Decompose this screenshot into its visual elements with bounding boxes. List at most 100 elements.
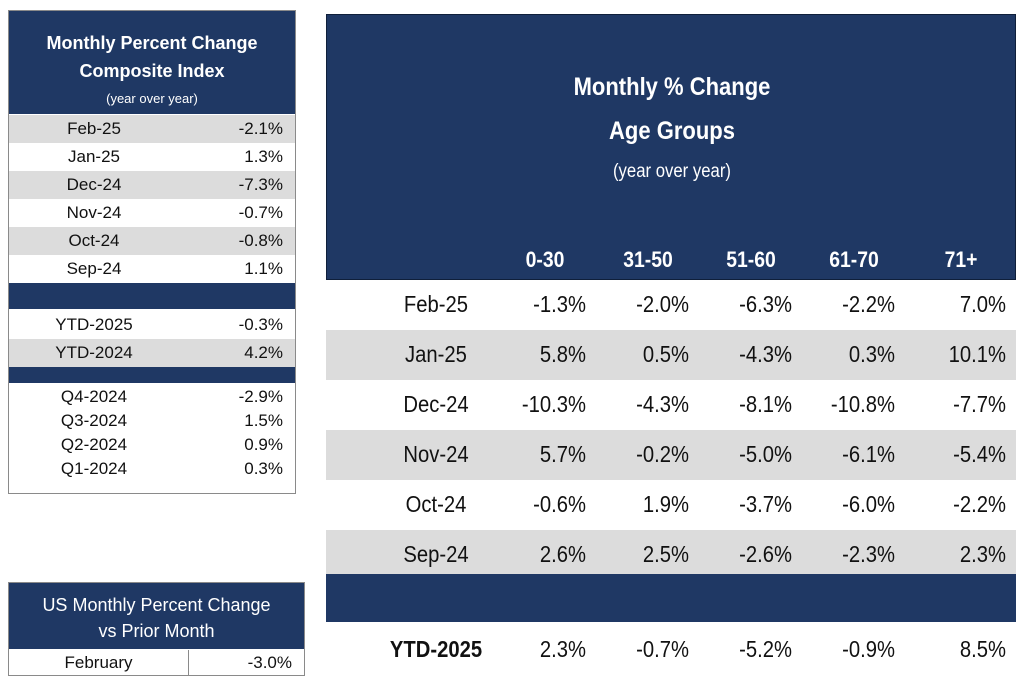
row-value: -2.9%	[239, 387, 283, 407]
composite-row: Sep-24 1.1%	[9, 255, 295, 283]
section-divider	[326, 574, 1016, 622]
column-header-51-60: 51-60	[716, 247, 786, 273]
composite-quarter-row: Q3-2024 1.5%	[9, 409, 295, 433]
cell: -0.7%	[592, 636, 689, 663]
cell: -2.2%	[798, 291, 895, 318]
table-row: Sep-24 2.6% 2.5% -2.6% -2.3% 2.3%	[326, 530, 1016, 580]
row-label: Q2-2024	[9, 435, 179, 455]
composite-row: Nov-24 -0.7%	[9, 199, 295, 227]
cell: -10.8%	[798, 391, 895, 418]
composite-ytd-row: YTD-2025 -0.3%	[9, 311, 295, 339]
row-label: Q4-2024	[9, 387, 179, 407]
age-groups-table: Monthly % Change Age Groups (year over y…	[326, 14, 1016, 674]
row-label: Sep-24	[9, 259, 179, 279]
cell: -6.1%	[798, 441, 895, 468]
cell: -8.1%	[695, 391, 792, 418]
cell: 2.3%	[489, 636, 586, 663]
cell: -3.7%	[695, 491, 792, 518]
column-header-61-70: 61-70	[819, 247, 889, 273]
row-value: -0.8%	[239, 231, 283, 251]
row-value: -7.3%	[239, 175, 283, 195]
us-header: US Monthly Percent Change vs Prior Month	[9, 583, 304, 649]
cell: -5.4%	[909, 441, 1006, 468]
cell: 7.0%	[909, 291, 1006, 318]
composite-title-line1: Monthly Percent Change	[9, 33, 295, 54]
cell: 10.1%	[909, 341, 1006, 368]
table-row: Dec-24 -10.3% -4.3% -8.1% -10.8% -7.7%	[326, 380, 1016, 430]
section-divider	[9, 367, 295, 383]
cell: -2.3%	[798, 541, 895, 568]
column-header-31-50: 31-50	[613, 247, 683, 273]
row-value: 1.1%	[244, 259, 283, 279]
column-header-0-30: 0-30	[510, 247, 580, 273]
row-value: -3.0%	[248, 650, 292, 676]
column-header-71-plus: 71+	[926, 247, 996, 273]
composite-row: Dec-24 -7.3%	[9, 171, 295, 199]
row-value: -2.1%	[239, 119, 283, 139]
us-monthly-change-table: US Monthly Percent Change vs Prior Month…	[8, 582, 305, 676]
composite-quarter-row: Q2-2024 0.9%	[9, 433, 295, 457]
row-value: 1.5%	[244, 411, 283, 431]
composite-row: Oct-24 -0.8%	[9, 227, 295, 255]
row-value: -0.7%	[239, 203, 283, 223]
composite-quarter-row: Q4-2024 -2.9%	[9, 385, 295, 409]
row-value: 4.2%	[244, 343, 283, 363]
ytd-row: YTD-2025 2.3% -0.7% -5.2% -0.9% 8.5%	[326, 624, 1016, 674]
cell: 5.8%	[489, 341, 586, 368]
age-groups-subtitle: (year over year)	[368, 161, 975, 183]
row-label: YTD-2025	[9, 315, 179, 335]
composite-row: Feb-25 -2.1%	[9, 115, 295, 143]
cell: 1.9%	[592, 491, 689, 518]
row-label: Dec-24	[9, 175, 179, 195]
cell: -0.9%	[798, 636, 895, 663]
cell: -2.0%	[592, 291, 689, 318]
table-row: Nov-24 5.7% -0.2% -5.0% -6.1% -5.4%	[326, 430, 1016, 480]
cell: -4.3%	[695, 341, 792, 368]
cell: 2.6%	[489, 541, 586, 568]
age-groups-title-line2: Age Groups	[368, 117, 975, 146]
table-row: Oct-24 -0.6% 1.9% -3.7% -6.0% -2.2%	[326, 480, 1016, 530]
composite-row: Jan-25 1.3%	[9, 143, 295, 171]
section-divider	[9, 283, 295, 309]
composite-subtitle: (year over year)	[9, 91, 295, 106]
row-label: Oct-24	[9, 231, 179, 251]
composite-quarter-row: Q1-2024 0.3%	[9, 457, 295, 481]
cell: -5.0%	[695, 441, 792, 468]
cell: -2.6%	[695, 541, 792, 568]
cell: -6.0%	[798, 491, 895, 518]
cell: -6.3%	[695, 291, 792, 318]
cell: 0.5%	[592, 341, 689, 368]
cell: 2.3%	[909, 541, 1006, 568]
row-label: YTD-2024	[9, 343, 179, 363]
cell: -10.3%	[489, 391, 586, 418]
table-row: Jan-25 5.8% 0.5% -4.3% 0.3% 10.1%	[326, 330, 1016, 380]
row-label: Q1-2024	[9, 459, 179, 479]
us-row: February -3.0%	[9, 650, 304, 676]
row-value: 0.9%	[244, 435, 283, 455]
age-groups-title-line1: Monthly % Change	[368, 73, 975, 102]
cell: 8.5%	[909, 636, 1006, 663]
composite-header: Monthly Percent Change Composite Index (…	[9, 11, 295, 114]
cell: 0.3%	[798, 341, 895, 368]
us-title-line1: US Monthly Percent Change	[9, 595, 304, 616]
row-label: Jan-25	[9, 147, 179, 167]
row-label: Feb-25	[9, 119, 179, 139]
row-value: 1.3%	[244, 147, 283, 167]
row-label: Q3-2024	[9, 411, 179, 431]
cell: -1.3%	[489, 291, 586, 318]
cell: 2.5%	[592, 541, 689, 568]
cell: -5.2%	[695, 636, 792, 663]
cell: -4.3%	[592, 391, 689, 418]
table-row: Feb-25 -1.3% -2.0% -6.3% -2.2% 7.0%	[326, 280, 1016, 330]
cell: 5.7%	[489, 441, 586, 468]
age-groups-header: Monthly % Change Age Groups (year over y…	[326, 14, 1016, 280]
cell: -0.2%	[592, 441, 689, 468]
row-value: -0.3%	[239, 315, 283, 335]
cell: -7.7%	[909, 391, 1006, 418]
row-label: Nov-24	[9, 203, 179, 223]
composite-ytd-row: YTD-2024 4.2%	[9, 339, 295, 367]
row-label: February	[9, 650, 189, 676]
row-value: 0.3%	[244, 459, 283, 479]
us-title-line2: vs Prior Month	[9, 621, 304, 642]
composite-title-line2: Composite Index	[9, 61, 295, 82]
